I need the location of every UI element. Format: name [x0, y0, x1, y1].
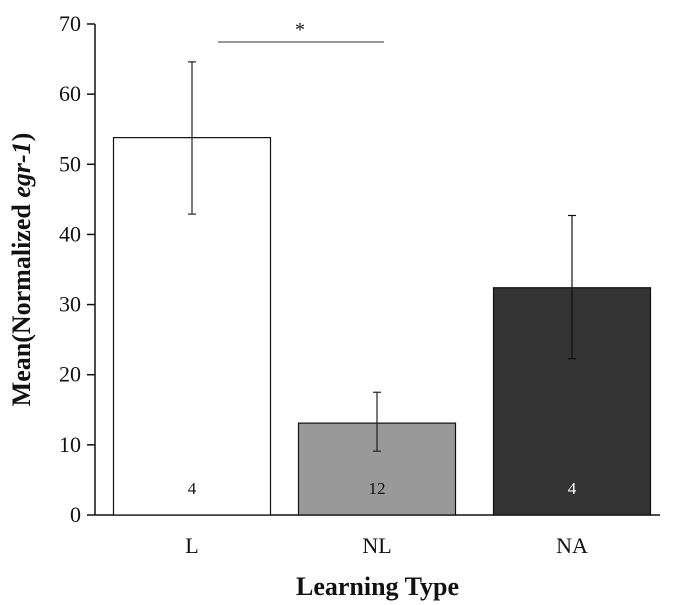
- y-tick-label: 60: [59, 81, 81, 106]
- y-tick-label: 40: [59, 221, 81, 246]
- sample-size-label-nl: 12: [369, 479, 386, 498]
- y-axis-title: Mean(Normalized egr-1): [7, 133, 36, 407]
- significance-label: *: [295, 19, 305, 41]
- y-axis-ticks: 0 10 20 30 40 50 60 70: [59, 11, 95, 527]
- sample-size-label-na: 4: [568, 479, 577, 498]
- x-category-label-nl: NL: [362, 533, 391, 558]
- y-tick-label: 70: [59, 11, 81, 36]
- significance-annotation: *: [218, 19, 384, 43]
- y-tick-label: 0: [70, 502, 81, 527]
- bars-group: 4 12 4: [112, 61, 652, 516]
- y-axis-title-suffix: ): [7, 133, 36, 142]
- x-axis-title: Learning Type: [296, 572, 459, 601]
- x-axis-categories: L NL NA: [185, 533, 588, 558]
- x-category-label-na: NA: [556, 533, 588, 558]
- y-axis-title-prefix: Mean(Normalized: [7, 198, 36, 407]
- y-tick-label: 50: [59, 151, 81, 176]
- y-axis-title-gene: egr-1: [7, 141, 36, 197]
- sample-size-label-l: 4: [188, 479, 197, 498]
- y-tick-label: 20: [59, 362, 81, 387]
- x-category-label-l: L: [185, 533, 198, 558]
- bar-na: [492, 287, 652, 516]
- y-tick-label: 30: [59, 292, 81, 317]
- y-tick-label: 10: [59, 432, 81, 457]
